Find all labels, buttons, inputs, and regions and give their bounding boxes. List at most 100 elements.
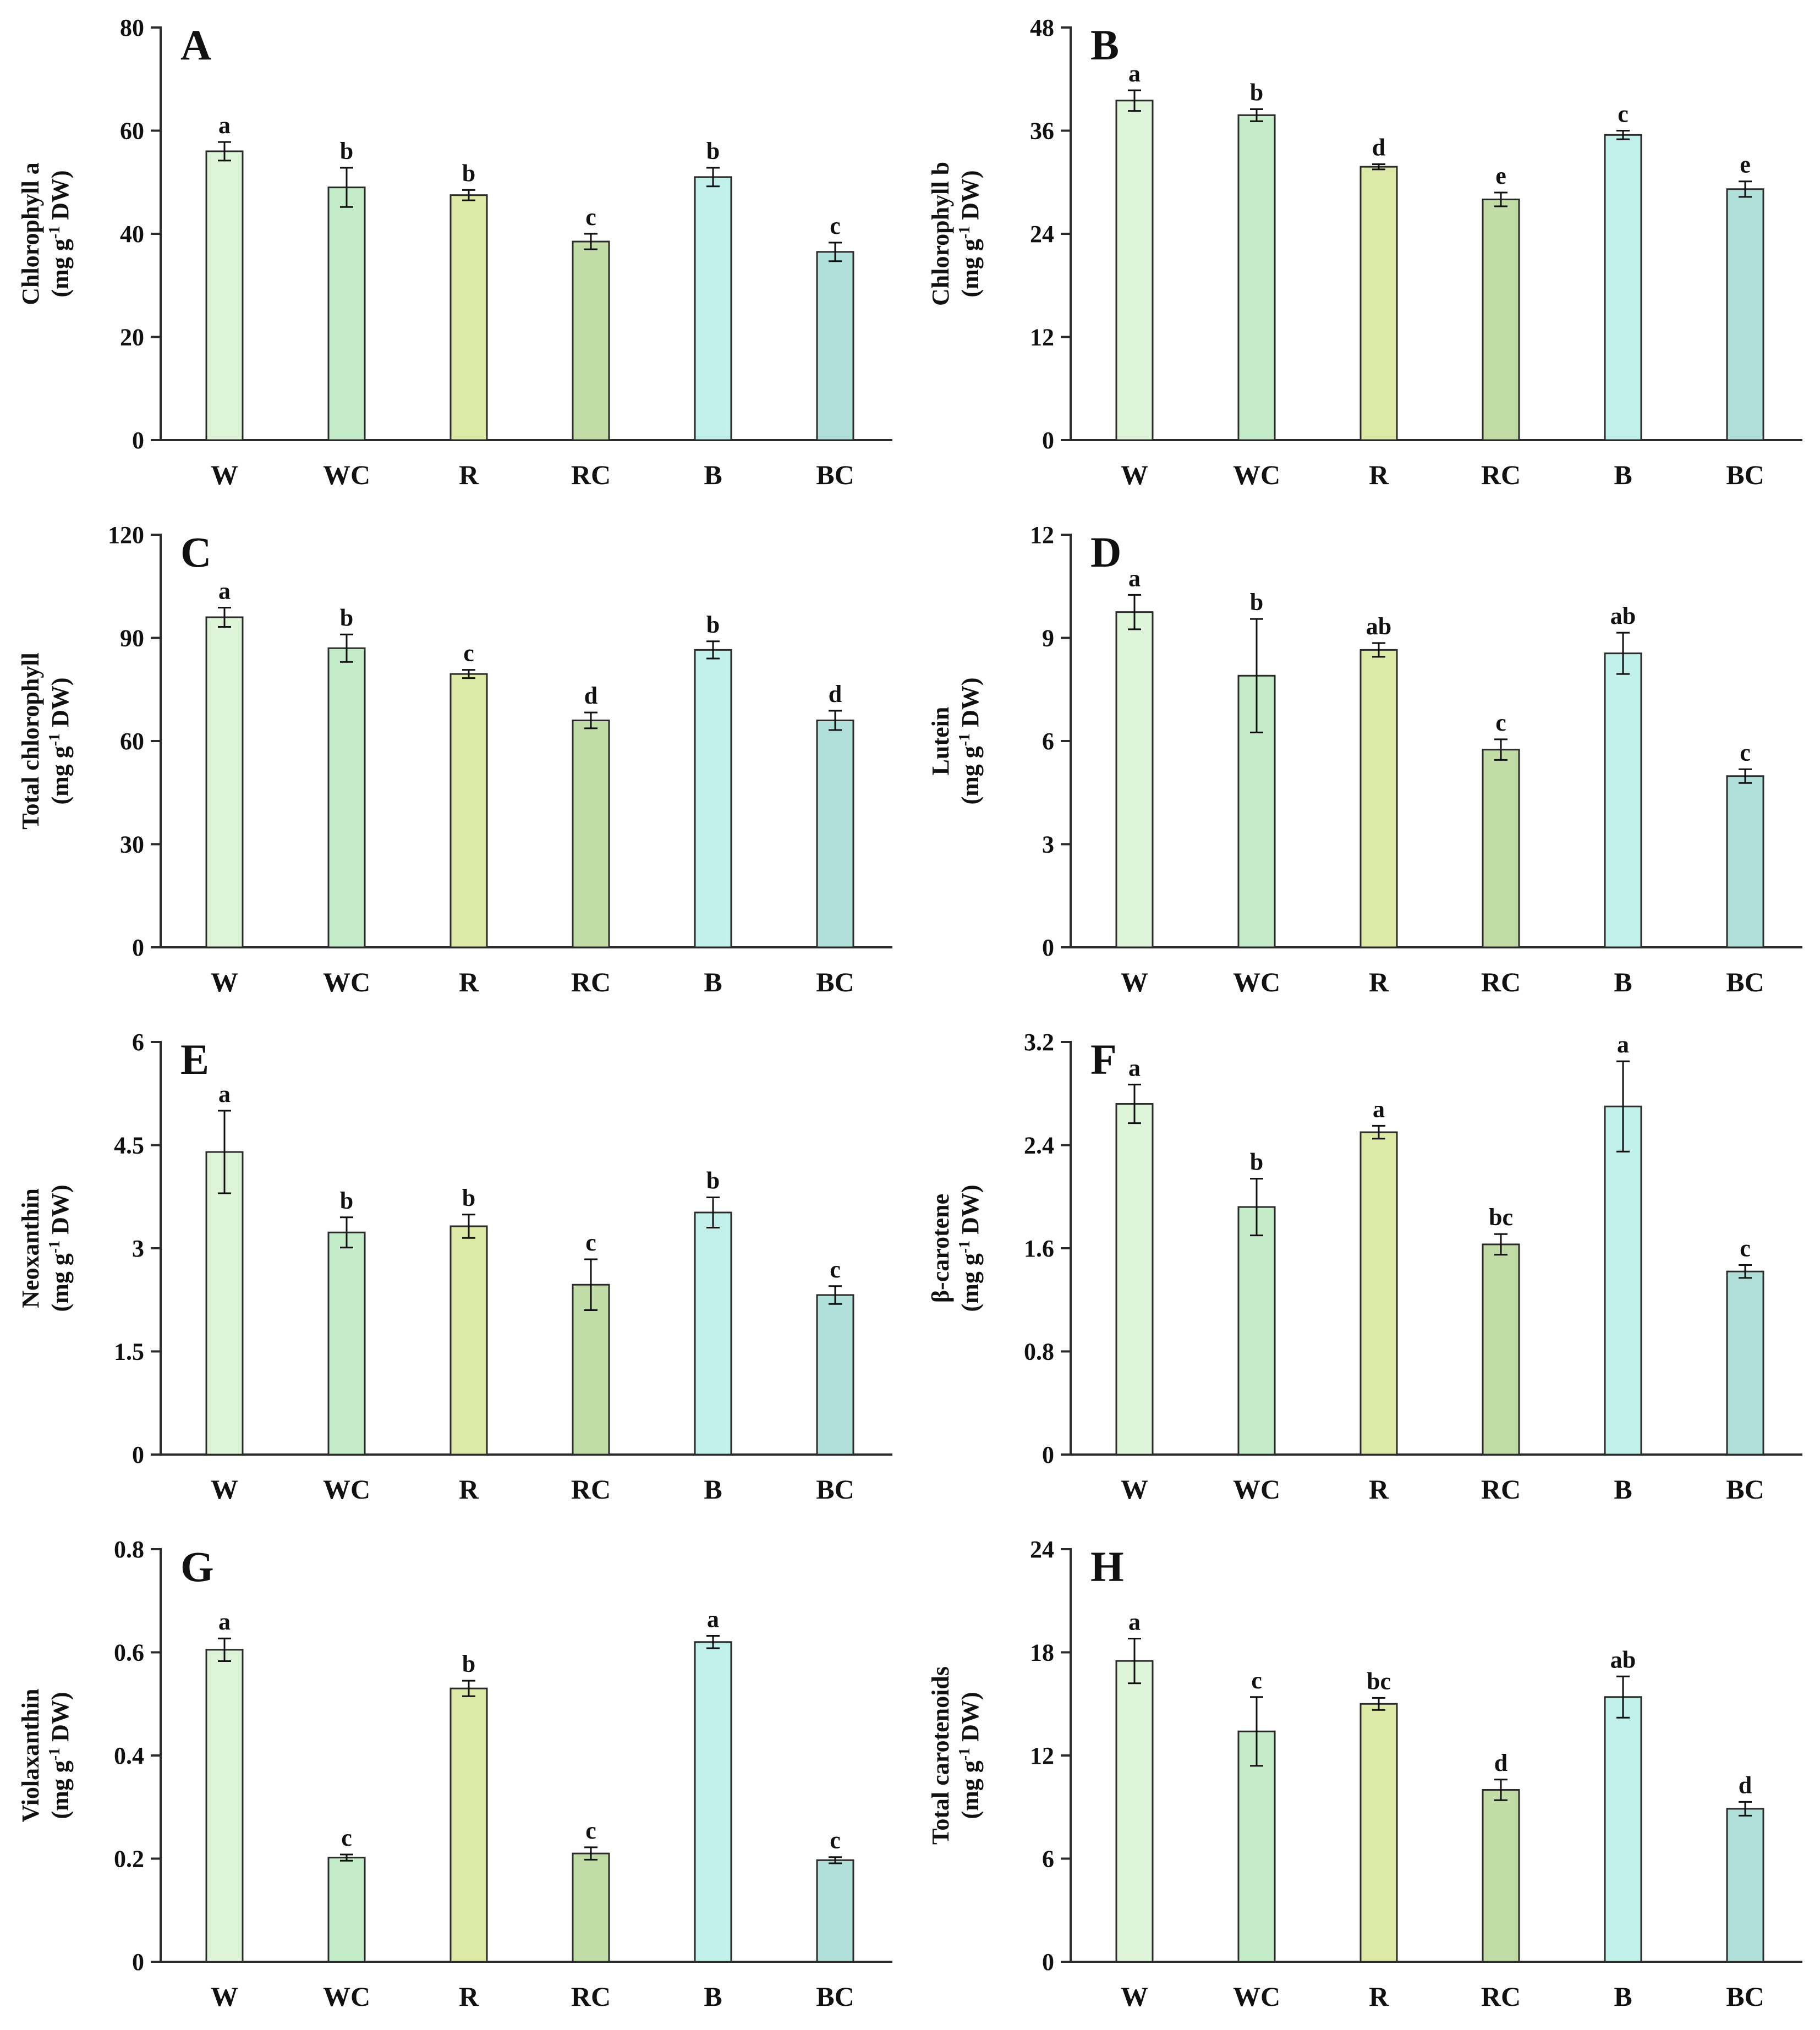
bar-rc	[572, 1852, 610, 1963]
chart-svg-h: 0 6 12 18 24 Total carotenoids (mg g-1 DW) Ha Wc…	[927, 1536, 1802, 2012]
category-label: B	[704, 1981, 722, 2012]
category-label: R	[459, 1474, 479, 1505]
significance-label: c	[830, 1827, 841, 1854]
significance-label: c	[830, 212, 841, 239]
y-axis-title: Total carotenoids	[927, 1666, 954, 1845]
panel-letter: C	[180, 528, 211, 576]
bar-b	[1604, 1696, 1642, 1963]
y-tick-label: 0.8	[114, 1536, 144, 1563]
bar-r	[449, 673, 488, 948]
y-axis-unit-pre: (mg g	[957, 1760, 984, 1819]
bar-rc	[1482, 749, 1520, 948]
y-tick-label: 1.5	[114, 1338, 144, 1365]
bar-r	[1359, 1131, 1398, 1456]
panel-letter: F	[1090, 1035, 1117, 1083]
significance-label: b	[462, 1650, 475, 1677]
category-label: RC	[1481, 967, 1521, 997]
y-tick-label: 12	[1030, 522, 1054, 548]
y-axis-unit-post: DW)	[47, 1692, 74, 1747]
category-label: RC	[1481, 1474, 1521, 1505]
y-tick-label: 0	[1042, 934, 1054, 961]
y-axis-unit: (mg g-1 DW)	[956, 170, 984, 297]
panel-letter: A	[180, 21, 211, 69]
y-tick-label: 12	[1030, 1742, 1054, 1769]
significance-label: c	[1740, 739, 1751, 766]
category-label: RC	[1481, 459, 1521, 490]
y-tick-label: 90	[120, 625, 144, 652]
significance-label: c	[463, 640, 474, 667]
category-label: W	[211, 967, 238, 997]
panel-letter: B	[1090, 21, 1119, 69]
category-label: WC	[1233, 967, 1280, 997]
y-axis-unit: (mg g-1 DW)	[956, 1184, 984, 1312]
y-tick-label: 60	[120, 118, 144, 145]
category-label: B	[1614, 1981, 1632, 2012]
y-axis-unit-pre: (mg g	[957, 746, 984, 804]
category-label: W	[211, 459, 238, 490]
significance-label: a	[1617, 1031, 1629, 1058]
y-axis-unit-post: DW)	[957, 677, 984, 733]
category-label: B	[1614, 967, 1632, 997]
y-tick-label: 0.6	[114, 1639, 144, 1666]
significance-label: d	[1494, 1749, 1507, 1776]
y-axis-title: Lutein	[927, 707, 954, 776]
y-axis-title: Chlorophyll a	[17, 162, 44, 305]
significance-label: c	[1251, 1667, 1262, 1694]
bar-rc	[1482, 199, 1520, 441]
significance-label: a	[1128, 1609, 1141, 1636]
bar-b	[694, 176, 732, 441]
y-axis-unit-pre: (mg g	[47, 1760, 74, 1819]
significance-label: c	[585, 1817, 596, 1844]
category-label: WC	[323, 459, 370, 490]
y-tick-label: 48	[1030, 14, 1054, 41]
y-axis-title: Neoxanthin	[17, 1188, 44, 1308]
panel-letter: H	[1090, 1543, 1124, 1590]
y-tick-label: 24	[1030, 221, 1054, 248]
significance-label: b	[340, 1187, 353, 1214]
significance-label: d	[584, 682, 597, 709]
significance-label: ab	[1610, 602, 1636, 629]
category-label: BC	[816, 1474, 854, 1505]
y-tick-label: 24	[1030, 1536, 1054, 1563]
chart-svg-g: 0 0.2 0.4 0.6 0.8 Violaxanthin (mg g-1 DW) Ga Wc…	[17, 1536, 892, 2012]
y-tick-label: 3.2	[1024, 1029, 1054, 1056]
significance-label: bc	[1489, 1204, 1513, 1231]
bar-r	[1359, 649, 1398, 948]
y-axis-unit-sup: -1	[46, 1241, 63, 1253]
chart-svg-e: 0 1.5 3 4.5 6 Neoxanthin (mg g-1 DW) Ea Wb WC b Rc R…	[17, 1029, 892, 1505]
significance-label: b	[462, 1184, 475, 1211]
category-label: RC	[571, 1981, 611, 2012]
bar-bc	[1726, 1270, 1764, 1456]
y-axis-unit: (mg g-1 DW)	[956, 1692, 984, 1819]
bar-wc	[1237, 114, 1276, 441]
y-tick-label: 6	[1042, 1846, 1054, 1873]
bar-w	[1115, 1103, 1154, 1456]
significance-label: a	[218, 1080, 231, 1107]
significance-label: c	[341, 1824, 352, 1851]
category-label: BC	[1726, 1981, 1764, 2012]
y-tick-label: 6	[132, 1029, 144, 1056]
significance-label: d	[1372, 134, 1385, 161]
y-axis-unit-post: DW)	[47, 677, 74, 733]
significance-label: ab	[1610, 1646, 1636, 1673]
y-tick-label: 12	[1030, 324, 1054, 351]
y-tick-label: 30	[120, 831, 144, 858]
significance-label: a	[218, 112, 231, 139]
significance-label: d	[1739, 1771, 1752, 1798]
significance-label: c	[1495, 709, 1506, 736]
bar-wc	[327, 186, 366, 441]
significance-label: b	[706, 138, 720, 164]
category-label: WC	[323, 1474, 370, 1505]
bar-r	[449, 194, 488, 441]
bar-b	[694, 1211, 732, 1456]
category-label: RC	[571, 459, 611, 490]
bar-r	[449, 1687, 488, 1963]
y-axis-unit-post: DW)	[957, 1184, 984, 1240]
significance-label: d	[829, 681, 842, 707]
category-label: B	[704, 459, 722, 490]
category-label: B	[1614, 459, 1632, 490]
significance-label: b	[1250, 79, 1263, 106]
category-label: W	[211, 1474, 238, 1505]
